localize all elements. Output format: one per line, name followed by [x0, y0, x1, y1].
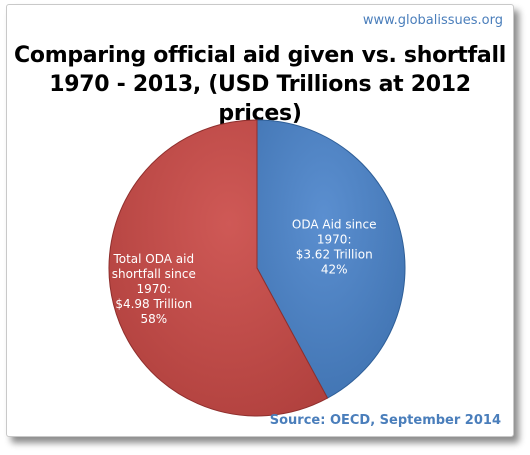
pie-slice-oda-aid: [256, 119, 406, 399]
pie-label-line: $3.62 Trillion: [296, 247, 373, 261]
pie-chart: ODA Aid since 1970: $3.62 Trillion 42%Total…: [108, 119, 406, 417]
pie-label-line: Total ODA aid: [112, 252, 194, 266]
chart-title-line-2: 1970 - 2013, (USD Trillions at 2012 pric…: [49, 72, 471, 126]
pie-label-line: 1970:: [317, 232, 352, 246]
pie-label-line: 1970:: [136, 282, 171, 296]
pie-label-line: $4.98 Trillion: [115, 297, 192, 311]
pie-slice-aid-shortfall: [108, 119, 329, 417]
pie-label-aid-shortfall: Total ODA aid shortfall since 1970: $4.98 T…: [112, 252, 196, 326]
pie-label-oda-aid: ODA Aid since 1970: $3.62 Trillion 42%: [292, 217, 377, 276]
pie-slices: [108, 119, 406, 417]
pie-label-line: ODA Aid since: [292, 217, 377, 231]
pie-label-line: 58%: [140, 312, 167, 326]
chart-card: www.globalissues.org Comparing official …: [6, 4, 514, 437]
site-url: www.globalissues.org: [362, 13, 503, 28]
chart-title-line-1: Comparing official aid given vs. shortfa…: [14, 43, 506, 68]
pie-label-line: shortfall since: [112, 267, 196, 281]
chart-title: Comparing official aid given vs. shortfa…: [7, 41, 513, 128]
source-note: Source: OECD, September 2014: [269, 413, 501, 428]
pie-label-line: 42%: [321, 262, 348, 276]
pie-labels: ODA Aid since 1970: $3.62 Trillion 42%Total…: [112, 217, 377, 326]
